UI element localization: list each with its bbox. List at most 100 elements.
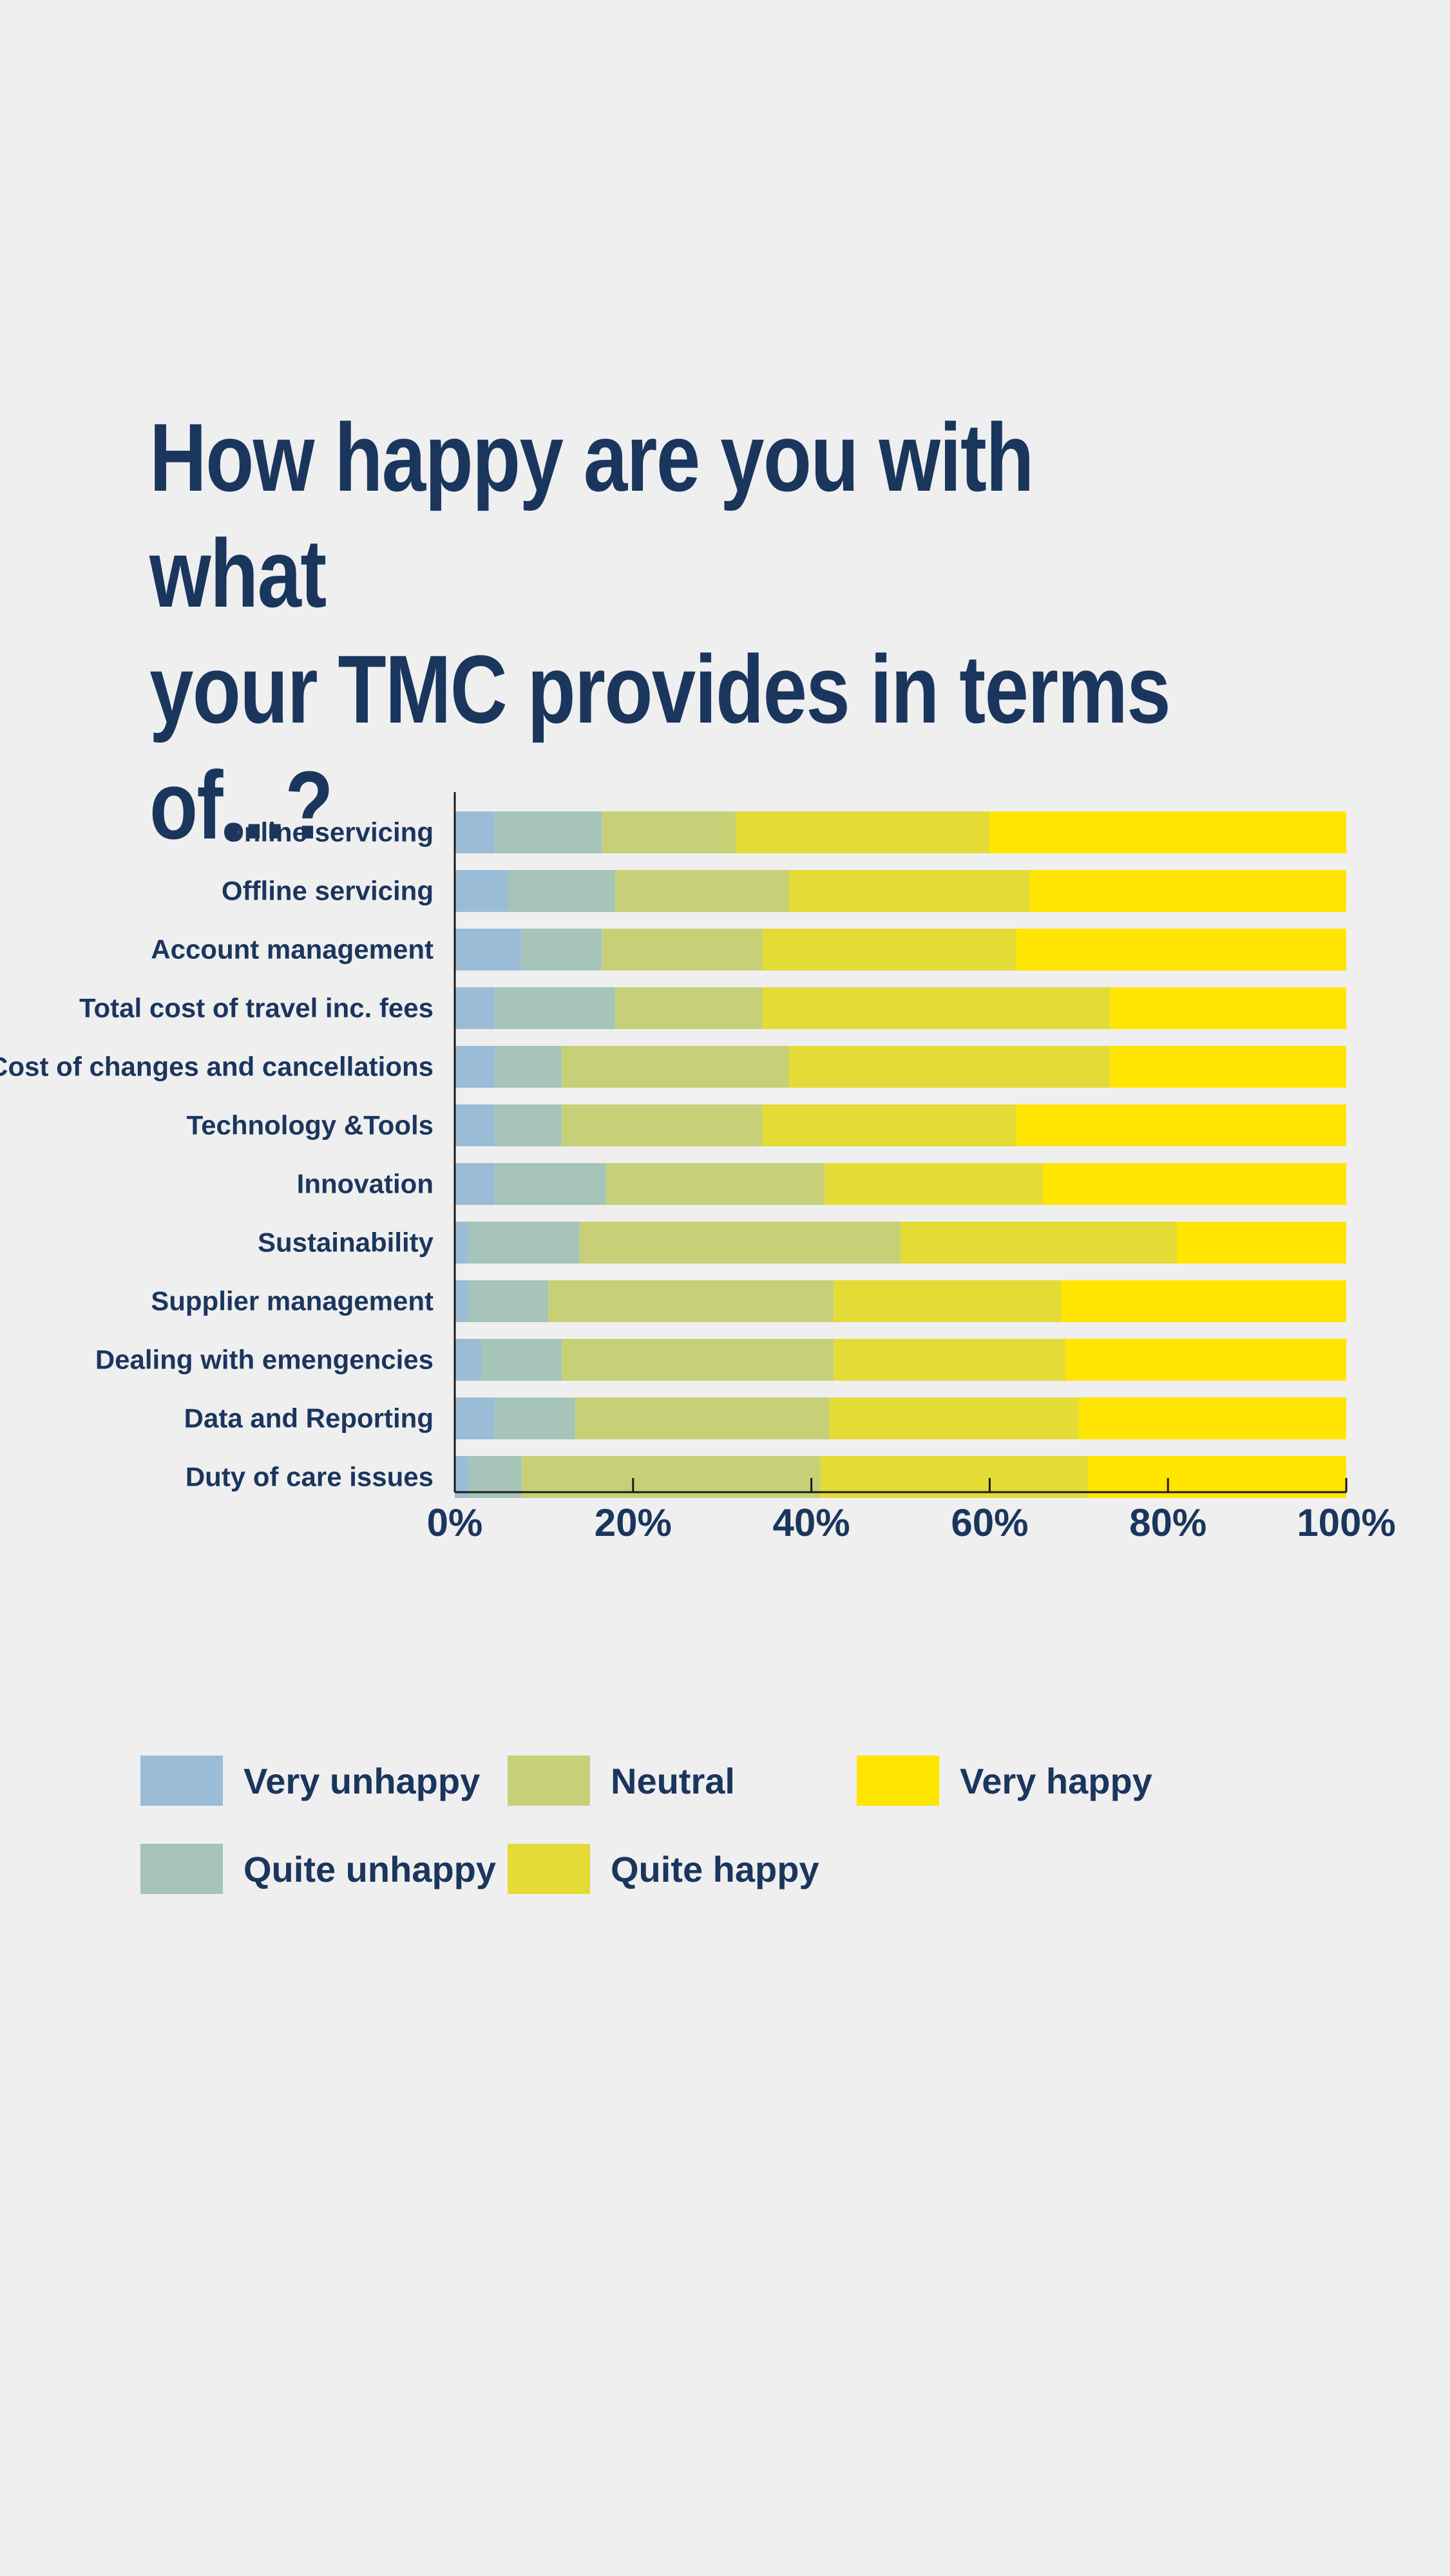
legend-item-quite-happy: Quite happy	[508, 1843, 819, 1895]
bar-segment-duty-of-care-issues-very-unhappy	[455, 1456, 468, 1498]
bar-segment-total-cost-of-travel-inc-fees-quite-happy	[762, 987, 1111, 1029]
x-tick-label: 0%	[427, 1501, 483, 1544]
bar-segment-sustainability-very-unhappy	[455, 1222, 468, 1264]
bar-segment-online-servicing-neutral	[602, 811, 736, 853]
bar-segment-offline-servicing-neutral	[615, 870, 789, 912]
bar-segment-sustainability-neutral	[579, 1222, 901, 1264]
bar-segment-total-cost-of-travel-inc-fees-quite-unhappy	[495, 987, 616, 1029]
legend-swatch	[140, 1756, 223, 1806]
legend-label: Very unhappy	[243, 1760, 481, 1801]
bar-segment-dealing-with-emengencies-quite-happy	[834, 1339, 1066, 1381]
bar-segment-technology-tools-very-unhappy	[455, 1104, 495, 1146]
bar-segment-sustainability-very-happy	[1177, 1222, 1346, 1264]
bar-segment-dealing-with-emengencies-very-unhappy	[455, 1339, 482, 1381]
bar-segment-supplier-management-very-happy	[1061, 1280, 1346, 1322]
bar-segment-cost-of-changes-and-cancellations-quite-unhappy	[495, 1046, 562, 1088]
x-tick-label: 20%	[595, 1501, 672, 1544]
bar-segment-innovation-very-unhappy	[455, 1163, 495, 1205]
x-tick-label: 100%	[1297, 1501, 1395, 1544]
bar-segment-supplier-management-neutral	[548, 1280, 834, 1322]
bar-segment-duty-of-care-issues-quite-unhappy	[468, 1456, 522, 1498]
x-tick-label: 60%	[951, 1501, 1028, 1544]
bar-segment-account-management-very-unhappy	[455, 929, 522, 971]
legend-swatch	[140, 1844, 223, 1894]
bar-segment-data-and-reporting-quite-happy	[829, 1397, 1079, 1439]
bar-segment-supplier-management-quite-unhappy	[468, 1280, 549, 1322]
category-labels: Online servicing Offline servicing Account…	[0, 817, 434, 1492]
bar-segment-cost-of-changes-and-cancellations-very-unhappy	[455, 1046, 495, 1088]
bar-segment-innovation-very-happy	[1043, 1163, 1346, 1205]
legend-item-very-happy: Very happy	[857, 1755, 1152, 1806]
bar-segment-offline-servicing-very-unhappy	[455, 870, 509, 912]
legend-item-quite-unhappy: Quite unhappy	[140, 1843, 496, 1895]
bar-segment-cost-of-changes-and-cancellations-neutral	[562, 1046, 789, 1088]
legend-label: Very happy	[960, 1760, 1152, 1801]
x-tick-label: 80%	[1129, 1501, 1207, 1544]
bar-segment-account-management-quite-happy	[762, 929, 1016, 971]
bar-segment-technology-tools-very-happy	[1016, 1104, 1346, 1146]
title-line-2: your TMC provides in terms of...?	[149, 635, 1171, 859]
category-label: Account management	[151, 934, 434, 965]
category-label: Cost of changes and cancellations	[0, 1052, 434, 1082]
legend-label: Quite happy	[611, 1848, 819, 1889]
bar-segment-sustainability-quite-unhappy	[468, 1222, 580, 1264]
bar-segment-technology-tools-quite-unhappy	[495, 1104, 562, 1146]
bar-segment-dealing-with-emengencies-neutral	[562, 1339, 834, 1381]
x-tick-label: 40%	[773, 1501, 850, 1544]
bar-segment-online-servicing-quite-happy	[735, 811, 990, 853]
bar-segment-online-servicing-very-unhappy	[455, 811, 495, 853]
bar-segment-account-management-very-happy	[1016, 929, 1346, 971]
category-label: Technology &Tools	[187, 1110, 434, 1141]
category-label: Offline servicing	[222, 876, 434, 906]
bar-segment-cost-of-changes-and-cancellations-quite-happy	[789, 1046, 1111, 1088]
category-label: Duty of care issues	[186, 1462, 434, 1492]
bar-segment-offline-servicing-very-happy	[1029, 870, 1346, 912]
bar-segment-technology-tools-neutral	[562, 1104, 763, 1146]
bar-segment-supplier-management-quite-happy	[834, 1280, 1062, 1322]
bar-segment-data-and-reporting-neutral	[575, 1397, 830, 1439]
legend-item-neutral: Neutral	[508, 1755, 735, 1806]
legend: Very unhappy Neutral Very happy Quite unhap…	[140, 1755, 1364, 1909]
bar-segment-data-and-reporting-very-happy	[1078, 1397, 1346, 1439]
page-title: How happy are you with what your TMC pro…	[149, 399, 1185, 863]
bar-segment-total-cost-of-travel-inc-fees-neutral	[615, 987, 763, 1029]
bars-layer	[455, 811, 1346, 1498]
category-label: Supplier management	[151, 1286, 434, 1316]
bar-segment-innovation-quite-happy	[825, 1163, 1044, 1205]
legend-swatch	[508, 1756, 590, 1806]
bar-segment-dealing-with-emengencies-quite-unhappy	[481, 1339, 562, 1381]
legend-swatch	[857, 1756, 939, 1806]
axes	[453, 792, 1348, 1493]
bar-segment-total-cost-of-travel-inc-fees-very-happy	[1110, 987, 1346, 1029]
bar-segment-innovation-quite-unhappy	[495, 1163, 607, 1205]
bar-segment-technology-tools-quite-happy	[762, 1104, 1016, 1146]
bar-segment-cost-of-changes-and-cancellations-very-happy	[1110, 1046, 1346, 1088]
bar-segment-offline-servicing-quite-happy	[789, 870, 1030, 912]
legend-label: Neutral	[611, 1760, 735, 1801]
bar-segment-duty-of-care-issues-neutral	[521, 1456, 821, 1498]
category-label: Total cost of travel inc. fees	[79, 993, 434, 1023]
bar-segment-account-management-neutral	[602, 929, 763, 971]
bar-segment-data-and-reporting-very-unhappy	[455, 1397, 495, 1439]
bar-segment-innovation-neutral	[606, 1163, 825, 1205]
legend-label: Quite unhappy	[243, 1848, 496, 1889]
bar-segment-online-servicing-quite-unhappy	[495, 811, 602, 853]
bar-segment-offline-servicing-quite-unhappy	[508, 870, 616, 912]
bar-segment-dealing-with-emengencies-very-happy	[1065, 1339, 1346, 1381]
bar-segment-sustainability-quite-happy	[901, 1222, 1178, 1264]
bar-segment-duty-of-care-issues-quite-happy	[820, 1456, 1088, 1498]
category-label: Sustainability	[258, 1227, 434, 1258]
title-line-1: How happy are you with what	[149, 403, 1034, 627]
bar-segment-online-servicing-very-happy	[989, 811, 1346, 853]
bar-segment-total-cost-of-travel-inc-fees-very-unhappy	[455, 987, 495, 1029]
bar-segment-supplier-management-very-unhappy	[455, 1280, 468, 1322]
legend-item-very-unhappy: Very unhappy	[140, 1755, 480, 1806]
bar-segment-duty-of-care-issues-very-happy	[1087, 1456, 1346, 1498]
category-label: Data and Reporting	[184, 1403, 434, 1434]
x-tick-labels: 0% 20% 40% 60% 80% 100%	[427, 1501, 1396, 1544]
category-label: Innovation	[297, 1169, 434, 1199]
stacked-bar-chart: Online servicing Offline servicing Account…	[0, 792, 1396, 1544]
bar-segment-data-and-reporting-quite-unhappy	[495, 1397, 575, 1439]
legend-swatch	[508, 1844, 590, 1894]
category-label: Dealing with emengencies	[95, 1345, 434, 1375]
